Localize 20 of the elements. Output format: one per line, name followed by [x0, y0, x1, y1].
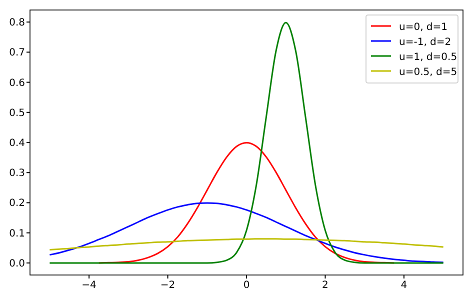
x-tick-label: −4: [82, 280, 96, 291]
legend-label: u=1, d=0.5: [399, 52, 458, 63]
y-tick-label: 0.6: [9, 78, 25, 89]
line-series: [48, 238, 444, 250]
y-tick-label: 0.1: [9, 228, 25, 240]
x-tick-label: 4: [400, 280, 408, 291]
x-tick-label: 0: [243, 280, 250, 291]
line-series: [48, 202, 444, 264]
y-tick-label: 0.0: [9, 258, 25, 270]
y-tick-label: 0.7: [9, 48, 25, 59]
legend-label: u=0.5, d=5: [399, 67, 458, 78]
y-tick-label: 0.5: [9, 108, 25, 119]
x-tick-label: 2: [322, 280, 328, 291]
y-tick-label: 0.3: [9, 168, 25, 180]
y-tick-label: 0.4: [9, 138, 25, 149]
x-tick-label: −2: [160, 280, 176, 291]
y-tick-label: 0.2: [9, 198, 25, 210]
legend-label: u=0, d=1: [399, 22, 448, 33]
y-tick-label: 0.8: [9, 18, 25, 29]
legend-label: u=-1, d=2: [399, 37, 452, 48]
